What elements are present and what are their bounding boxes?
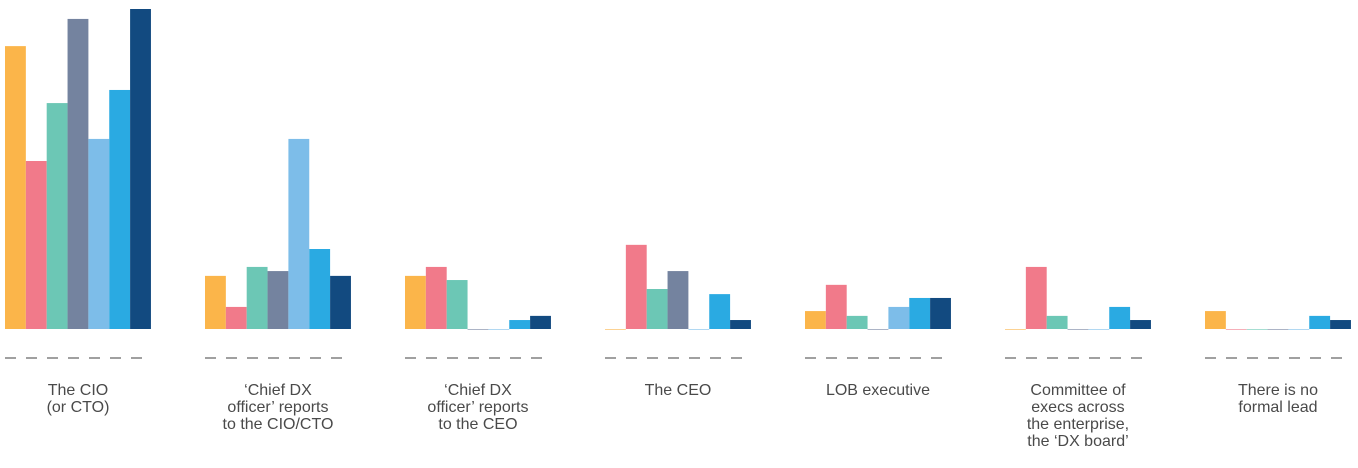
bar <box>1130 320 1151 329</box>
category-label: ‘Chief DX officer’ reports to the CIO/CT… <box>222 382 334 433</box>
bar <box>205 275 226 329</box>
bar <box>625 244 647 329</box>
category-label: The CIO (or CTO) <box>46 382 110 416</box>
bar <box>646 289 668 329</box>
bar <box>825 284 847 329</box>
bar <box>225 306 247 329</box>
bar <box>288 138 310 329</box>
bar <box>1267 329 1289 330</box>
category-label: There is no formal lead <box>1237 382 1318 416</box>
bar <box>488 329 510 330</box>
category-label: The CEO <box>644 382 712 399</box>
bar <box>1225 329 1247 330</box>
bar <box>846 315 868 329</box>
bar <box>1005 329 1026 330</box>
bar <box>730 320 751 329</box>
bar <box>109 89 131 330</box>
bar <box>1109 306 1131 329</box>
bar <box>930 297 951 329</box>
bar <box>530 315 551 329</box>
bar <box>330 275 351 329</box>
bar <box>667 271 689 329</box>
category-label: Committee of execs across the enterprise… <box>1026 382 1130 450</box>
bar <box>805 311 826 329</box>
bar <box>1067 329 1089 330</box>
bar <box>467 329 489 330</box>
bar <box>1046 315 1068 329</box>
bar <box>1246 329 1268 330</box>
bar <box>67 18 89 329</box>
bar <box>25 161 47 329</box>
bar <box>1309 315 1331 329</box>
category-label: LOB executive <box>825 382 930 399</box>
bar <box>709 294 731 329</box>
bar <box>1288 329 1310 330</box>
bar <box>605 329 626 330</box>
bar <box>1205 311 1226 329</box>
bar <box>1088 329 1110 330</box>
bar <box>867 329 889 330</box>
category-label: ‘Chief DX officer’ reports to the CEO <box>427 382 529 433</box>
bar <box>5 46 26 330</box>
bar <box>1025 266 1047 329</box>
bar <box>267 271 289 329</box>
bar <box>46 103 68 329</box>
bar <box>909 297 931 329</box>
bar <box>688 329 710 330</box>
bar <box>309 249 331 329</box>
bar <box>1330 320 1351 329</box>
bar <box>446 280 468 329</box>
bar <box>425 266 447 329</box>
bar <box>405 275 426 329</box>
bar <box>509 320 531 329</box>
bar <box>246 266 268 329</box>
bar <box>888 306 910 329</box>
bar <box>88 138 110 329</box>
bar <box>130 9 151 329</box>
